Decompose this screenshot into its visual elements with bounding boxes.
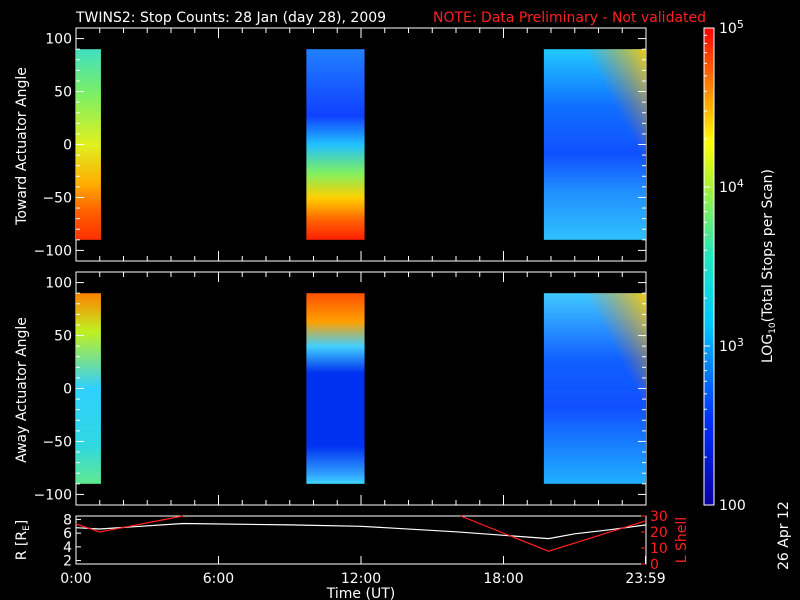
x-tick-label: 18:00	[483, 571, 523, 587]
away-block-shade	[543, 293, 646, 484]
y-tick-label: −50	[42, 190, 72, 206]
axes: −100−50050100−100−50050100246801020300:0…	[34, 28, 668, 587]
lshell-tick-label: 30	[650, 509, 668, 525]
orbit-lines	[75, 515, 647, 552]
date-stamp: 26 Apr 12	[776, 501, 792, 570]
colorbar-label: LOG10(Total Stops per Scan)	[760, 169, 778, 363]
r-line	[75, 522, 647, 540]
colorbar-tick-label: 105	[719, 18, 744, 37]
y-tick-label: −100	[34, 487, 72, 503]
r-tick-label: 6	[63, 526, 72, 542]
colorbar-tick-label: 104	[719, 177, 744, 196]
r-tick-label: 8	[63, 512, 72, 528]
lshell-tick-label: 20	[650, 525, 668, 541]
x-tick-label: 6:00	[203, 571, 234, 587]
y-tick-label: 100	[45, 276, 72, 292]
lshell-line	[75, 515, 184, 533]
lshell-tick-label: 0	[650, 557, 659, 573]
x-tick-label: 23:59	[625, 571, 665, 587]
colorbar-tick-label: 103	[719, 336, 744, 355]
colorbar: 100 103 104 105	[703, 18, 746, 514]
data-note: NOTE: Data Preliminary - Not validated	[433, 10, 706, 26]
away-block	[306, 293, 365, 484]
away-heatmap	[76, 293, 646, 484]
colorbar-tick-label: 100	[719, 498, 746, 514]
lshell-ylabel: L Shell	[674, 517, 690, 563]
y-tick-label: 0	[63, 382, 72, 398]
lshell-tick-label: 10	[650, 541, 668, 557]
x-tick-label: 12:00	[341, 571, 381, 587]
toward-block	[306, 49, 365, 240]
y-tick-label: −50	[42, 434, 72, 450]
toward-ylabel: Toward Actuator Angle	[14, 67, 30, 226]
colorbar-gradient	[703, 27, 715, 506]
y-tick-label: −100	[34, 243, 72, 259]
y-tick-label: 0	[63, 138, 72, 154]
x-axis-label: Time (UT)	[326, 586, 395, 600]
x-tick-label: 0:00	[60, 571, 91, 587]
lshell-line	[460, 515, 647, 552]
chart-title: TWINS2: Stop Counts: 28 Jan (day 28), 20…	[75, 10, 386, 26]
y-tick-label: 100	[45, 32, 72, 48]
r-tick-label: 4	[63, 540, 72, 556]
toward-block-shade	[543, 49, 646, 240]
away-ylabel: Away Actuator Angle	[14, 317, 30, 463]
r-ylabel: R [RE]	[14, 520, 32, 561]
y-tick-label: 50	[54, 85, 72, 101]
r-tick-label: 2	[63, 554, 72, 570]
y-tick-label: 50	[54, 329, 72, 345]
toward-heatmap	[76, 49, 646, 240]
